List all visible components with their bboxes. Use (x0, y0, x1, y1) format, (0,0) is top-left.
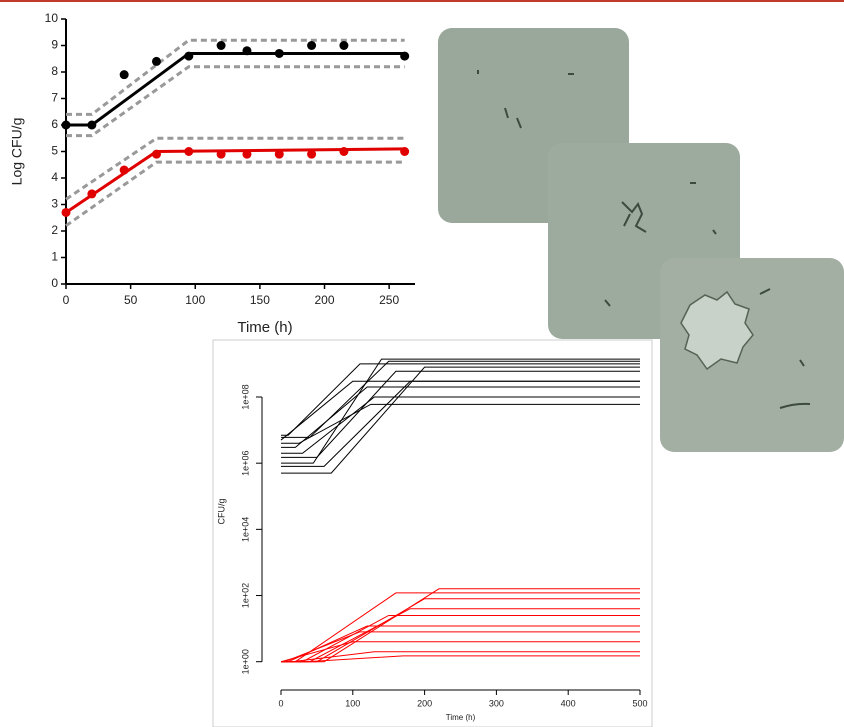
micrograph (660, 258, 844, 452)
x-tick-label: 500 (632, 698, 647, 708)
x-tick-label: 50 (124, 293, 138, 307)
confidence-band (66, 65, 405, 138)
growth-curve (281, 403, 640, 444)
y-tick-label: 6 (51, 117, 58, 131)
x-tick-label: 250 (379, 293, 399, 307)
confidence-band (65, 160, 405, 227)
x-tick-label: 0 (278, 698, 283, 708)
data-point (400, 147, 410, 156)
data-point (216, 149, 226, 159)
y-tick-label: 7 (51, 91, 58, 105)
y-tick-label: 1e+08 (240, 384, 250, 409)
y-tick-label: 1e+02 (240, 583, 250, 608)
growth-curve (281, 360, 640, 438)
x-axis-title: Time (h) (446, 713, 476, 722)
data-point (216, 41, 226, 50)
data-point (184, 147, 194, 156)
x-tick-label: 0 (63, 293, 70, 307)
data-point (242, 149, 252, 159)
data-point (307, 41, 317, 50)
data-point (339, 41, 349, 50)
confidence-band (66, 38, 405, 116)
data-point (61, 207, 71, 217)
y-tick-label: 9 (51, 38, 58, 52)
growth-curve (281, 655, 640, 663)
data-point (242, 46, 252, 56)
data-point (307, 149, 317, 159)
growth-curve (280, 380, 640, 441)
data-point (400, 51, 410, 61)
x-tick-label: 200 (315, 293, 335, 307)
y-tick-label: 1 (51, 250, 58, 264)
y-axis-title: CFU/g (216, 498, 226, 524)
y-tick-label: 4 (51, 170, 58, 184)
chart-panel (212, 339, 653, 727)
data-point (151, 56, 161, 66)
growth-curve (280, 641, 640, 663)
y-tick-label: 1e+04 (240, 517, 250, 542)
y-tick-label: 1e+00 (240, 649, 250, 674)
cell (604, 182, 717, 307)
data-point (184, 51, 194, 61)
y-tick-label: 5 (51, 144, 58, 158)
data-point (151, 149, 161, 159)
plot: 1e+00 1e+02 1e+04 1e+06 1e+08 0 100 200 300 400 50… (240, 358, 648, 708)
data-point (339, 147, 349, 156)
x-tick-label: 200 (417, 698, 432, 708)
growth-curve (281, 366, 640, 474)
y-tick-label: 3 (51, 197, 58, 211)
growth-curve (281, 358, 640, 464)
data-point (119, 70, 129, 80)
confidence-band (65, 136, 405, 201)
y-axis-title: Log CFU/g (9, 118, 25, 186)
data-point (87, 120, 97, 130)
growth-curve (281, 386, 640, 448)
growth-curve (281, 370, 640, 458)
data-point (119, 165, 129, 175)
x-tick-label: 150 (250, 293, 270, 307)
colony (680, 290, 754, 371)
cell (477, 70, 574, 129)
data-point (61, 120, 71, 130)
data-point (274, 149, 284, 159)
x-tick-label: 100 (345, 698, 360, 708)
micrographs (438, 28, 844, 452)
y-tick-label: 2 (51, 223, 58, 237)
y-tick-label: 0 (51, 276, 58, 290)
x-tick-label: 400 (561, 698, 576, 708)
y-tick-label: 10 (45, 11, 59, 25)
x-tick-label: 300 (489, 698, 504, 708)
y-tick-label: 1e+06 (240, 451, 250, 476)
fit-line (65, 147, 405, 214)
data-point (87, 189, 97, 199)
fit-line (66, 51, 405, 127)
top-rule (0, 0, 844, 2)
cell (759, 288, 811, 409)
x-tick-label: 100 (185, 293, 205, 307)
data-point (274, 48, 284, 58)
growth-curve (281, 363, 640, 436)
y-tick-label: 8 (51, 64, 58, 78)
x-axis-title: Time (h) (237, 319, 292, 336)
